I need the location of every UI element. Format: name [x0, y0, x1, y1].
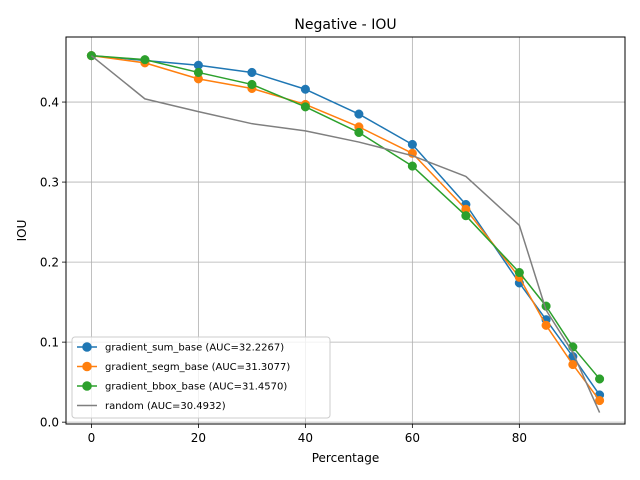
legend-item: gradient_sum_base (AUC=32.2267)	[77, 342, 284, 354]
legend-marker	[82, 381, 92, 391]
legend-marker	[82, 342, 92, 352]
y-tick-label: 0.3	[40, 176, 59, 190]
y-axis-label: IOU	[15, 220, 29, 242]
data-point	[354, 109, 364, 119]
data-point	[568, 359, 578, 370]
data-point	[407, 161, 417, 171]
data-point	[247, 79, 257, 89]
legend-item: random (AUC=30.4932)	[77, 401, 226, 412]
data-point	[514, 267, 524, 278]
data-point	[300, 84, 310, 94]
y-tick-label: 0.2	[40, 256, 59, 270]
series-group	[86, 51, 605, 413]
data-point	[354, 127, 364, 138]
legend-label: gradient_segm_base (AUC=31.3077)	[105, 362, 290, 373]
legend-label: gradient_bbox_base (AUC=31.4570)	[105, 382, 287, 393]
legend-label: gradient_sum_base (AUC=32.2267)	[105, 343, 284, 354]
x-tick-label: 40	[298, 431, 313, 445]
data-point	[193, 67, 203, 77]
legend: gradient_sum_base (AUC=32.2267) gradient_…	[71, 336, 331, 419]
data-point	[300, 102, 310, 112]
x-tick-label: 0	[88, 431, 96, 445]
y-tick-label: 0.4	[40, 96, 59, 110]
y-tick-label: 0.1	[40, 336, 59, 350]
data-point	[247, 67, 257, 77]
axis-ticks: 0 20 40 60 80 0.0 0.1 0.2 0.3 0.4	[40, 96, 527, 445]
legend-item: gradient_bbox_base (AUC=31.4570)	[77, 381, 287, 393]
data-point	[595, 396, 605, 406]
data-point	[407, 139, 417, 150]
legend-box	[71, 336, 331, 419]
legend-marker	[82, 361, 92, 372]
data-point	[541, 320, 551, 330]
series-line	[90, 55, 601, 413]
legend-label: random (AUC=30.4932)	[105, 401, 226, 412]
legend-item: gradient_segm_base (AUC=31.3077)	[77, 361, 290, 373]
data-point	[595, 374, 605, 384]
series-3	[90, 55, 601, 413]
series-line	[91, 54, 601, 401]
y-tick-label: 0.0	[40, 416, 59, 430]
x-axis-label: Percentage	[312, 451, 380, 465]
chart-title: Negative - IOU	[294, 17, 396, 33]
x-tick-label: 80	[512, 431, 527, 445]
plot-frame	[65, 36, 626, 425]
data-point	[461, 211, 471, 221]
x-tick-label: 20	[191, 431, 206, 445]
x-tick-label: 60	[405, 431, 420, 445]
data-point	[140, 55, 150, 65]
